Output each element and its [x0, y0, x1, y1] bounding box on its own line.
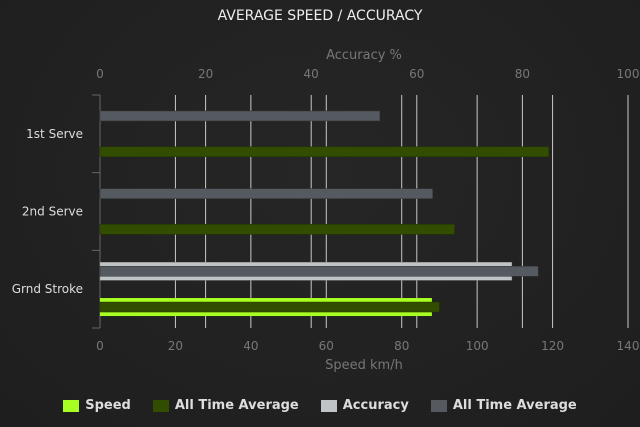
- bottom-axis-label: Speed km/h: [325, 358, 403, 373]
- top-tick-label: 60: [409, 67, 424, 81]
- legend-item[interactable]: Accuracy: [320, 398, 409, 413]
- bar-speed-all-time-average: [99, 301, 440, 313]
- category-label: Grnd Stroke: [12, 282, 83, 296]
- bottom-tick-label: 0: [96, 339, 104, 353]
- legend-swatch: [430, 399, 447, 412]
- legend-item[interactable]: All Time Average: [430, 398, 577, 413]
- top-tick-label: 100: [617, 67, 640, 81]
- top-tick-label: 0: [96, 67, 104, 81]
- bar-accuracy-all-time-average: [99, 188, 433, 199]
- bottom-tick-label: 20: [168, 339, 183, 353]
- bar-accuracy-all-time-average: [99, 266, 539, 277]
- bottom-tick-label: 140: [617, 339, 640, 353]
- bottom-tick-label: 60: [319, 339, 334, 353]
- legend-item[interactable]: Speed: [63, 398, 131, 413]
- bottom-tick-label: 40: [243, 339, 258, 353]
- legend: Speed All Time Average Accuracy All Time Av…: [0, 398, 640, 413]
- bottom-tick-label: 120: [541, 339, 564, 353]
- bar-speed-all-time-average: [99, 224, 455, 235]
- top-axis-label: Accuracy %: [326, 48, 402, 63]
- legend-label: Accuracy: [342, 398, 409, 413]
- legend-label: Speed: [85, 398, 131, 413]
- top-tick-label: 20: [198, 67, 213, 81]
- bar-speed-all-time-average: [99, 146, 550, 157]
- legend-swatch: [152, 399, 169, 412]
- legend-label: All Time Average: [452, 398, 577, 413]
- bottom-tick-label: 80: [394, 339, 409, 353]
- bottom-tick-label: 100: [466, 339, 489, 353]
- category-label: 1st Serve: [26, 127, 83, 141]
- legend-swatch: [63, 399, 80, 412]
- bar-accuracy-all-time-average: [99, 110, 381, 122]
- legend-swatch: [320, 399, 337, 412]
- legend-label: All Time Average: [174, 398, 299, 413]
- chart-title: AVERAGE SPEED / ACCURACY: [217, 8, 423, 24]
- top-tick-label: 80: [515, 67, 530, 81]
- top-tick-label: 40: [304, 67, 319, 81]
- legend-item[interactable]: All Time Average: [152, 398, 299, 413]
- category-label: 2nd Serve: [22, 205, 83, 219]
